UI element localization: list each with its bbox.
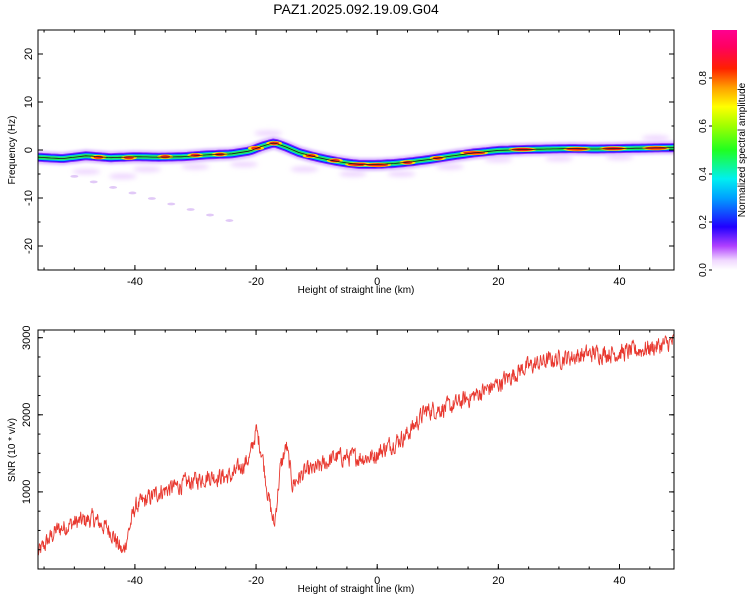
figure-title: PAZ1.2025.092.19.09.G04 (273, 1, 439, 17)
colorbar-tick-label: 0.8 (698, 71, 709, 85)
spectrogram-xtick-label: -20 (248, 276, 264, 288)
colorbar-ticks: 0.0 0.2 0.4 0.6 0.8 (698, 71, 712, 277)
spectrogram-ytick-label: -10 (23, 190, 35, 206)
snr-xtick-label: -40 (127, 575, 143, 587)
colorbar: 0.0 0.2 0.4 0.6 0.8 Normalized spectral ampl… (698, 30, 748, 277)
colorbar-tick-label: 0.6 (698, 119, 709, 133)
spectrogram-xlabel: Height of straight line (km) (298, 285, 415, 296)
snr-series-line (38, 333, 674, 556)
spectrogram-xtick-label: 40 (613, 276, 625, 288)
snr-xtick-label: 40 (613, 575, 625, 587)
colorbar-label: Normalized spectral amplitude (737, 82, 748, 217)
snr-ytick-label: 3000 (21, 325, 33, 349)
colorbar-tick-label: 0.4 (698, 167, 709, 181)
spectrogram-plot-area (38, 130, 674, 222)
snr-ylabel: SNR (10 * v/v) (7, 418, 18, 482)
spectrogram-panel: -40 -20 0 20 40 -20 -10 0 10 20 Height of straigh… (7, 29, 675, 296)
snr-xtick-label: 20 (492, 575, 504, 587)
snr-ytick-label: 1000 (21, 480, 33, 504)
snr-plot-area (38, 333, 674, 556)
snr-xtick-label: -20 (248, 575, 264, 587)
spectrogram-ytick-label: 0 (23, 147, 35, 153)
snr-ytick-label: 2000 (21, 403, 33, 427)
spectrogram-ytick-label: 10 (23, 96, 35, 108)
spectrogram-xtick-label: -40 (127, 276, 143, 288)
spectrogram-centerline (38, 142, 674, 165)
spectrogram-ytick-label: -20 (23, 238, 35, 254)
spectrogram-ytick-label: 20 (23, 48, 35, 60)
spectrogram-xtick-label: 20 (492, 276, 504, 288)
colorbar-tick-label: 0.0 (698, 263, 709, 277)
spectrogram-halo (72, 130, 670, 180)
colorbar-gradient (712, 30, 737, 270)
snr-xlabel: Height of straight line (km) (298, 584, 415, 595)
snr-xtick-label: 0 (374, 575, 380, 587)
snr-ticks: -40 -20 0 20 40 1000 2000 3000 (21, 325, 674, 587)
colorbar-tick-label: 0.2 (698, 215, 709, 229)
spectrogram-sidelobe (70, 175, 234, 222)
snr-panel: -40 -20 0 20 40 1000 2000 3000 Height of straig… (7, 325, 675, 595)
spectrogram-xtick-label: 0 (374, 276, 380, 288)
spectrogram-ylabel: Frequency (Hz) (7, 116, 18, 185)
snr-frame (37, 329, 675, 570)
spectrogram-ticks: -40 -20 0 20 40 -20 -10 0 10 20 (23, 29, 674, 288)
